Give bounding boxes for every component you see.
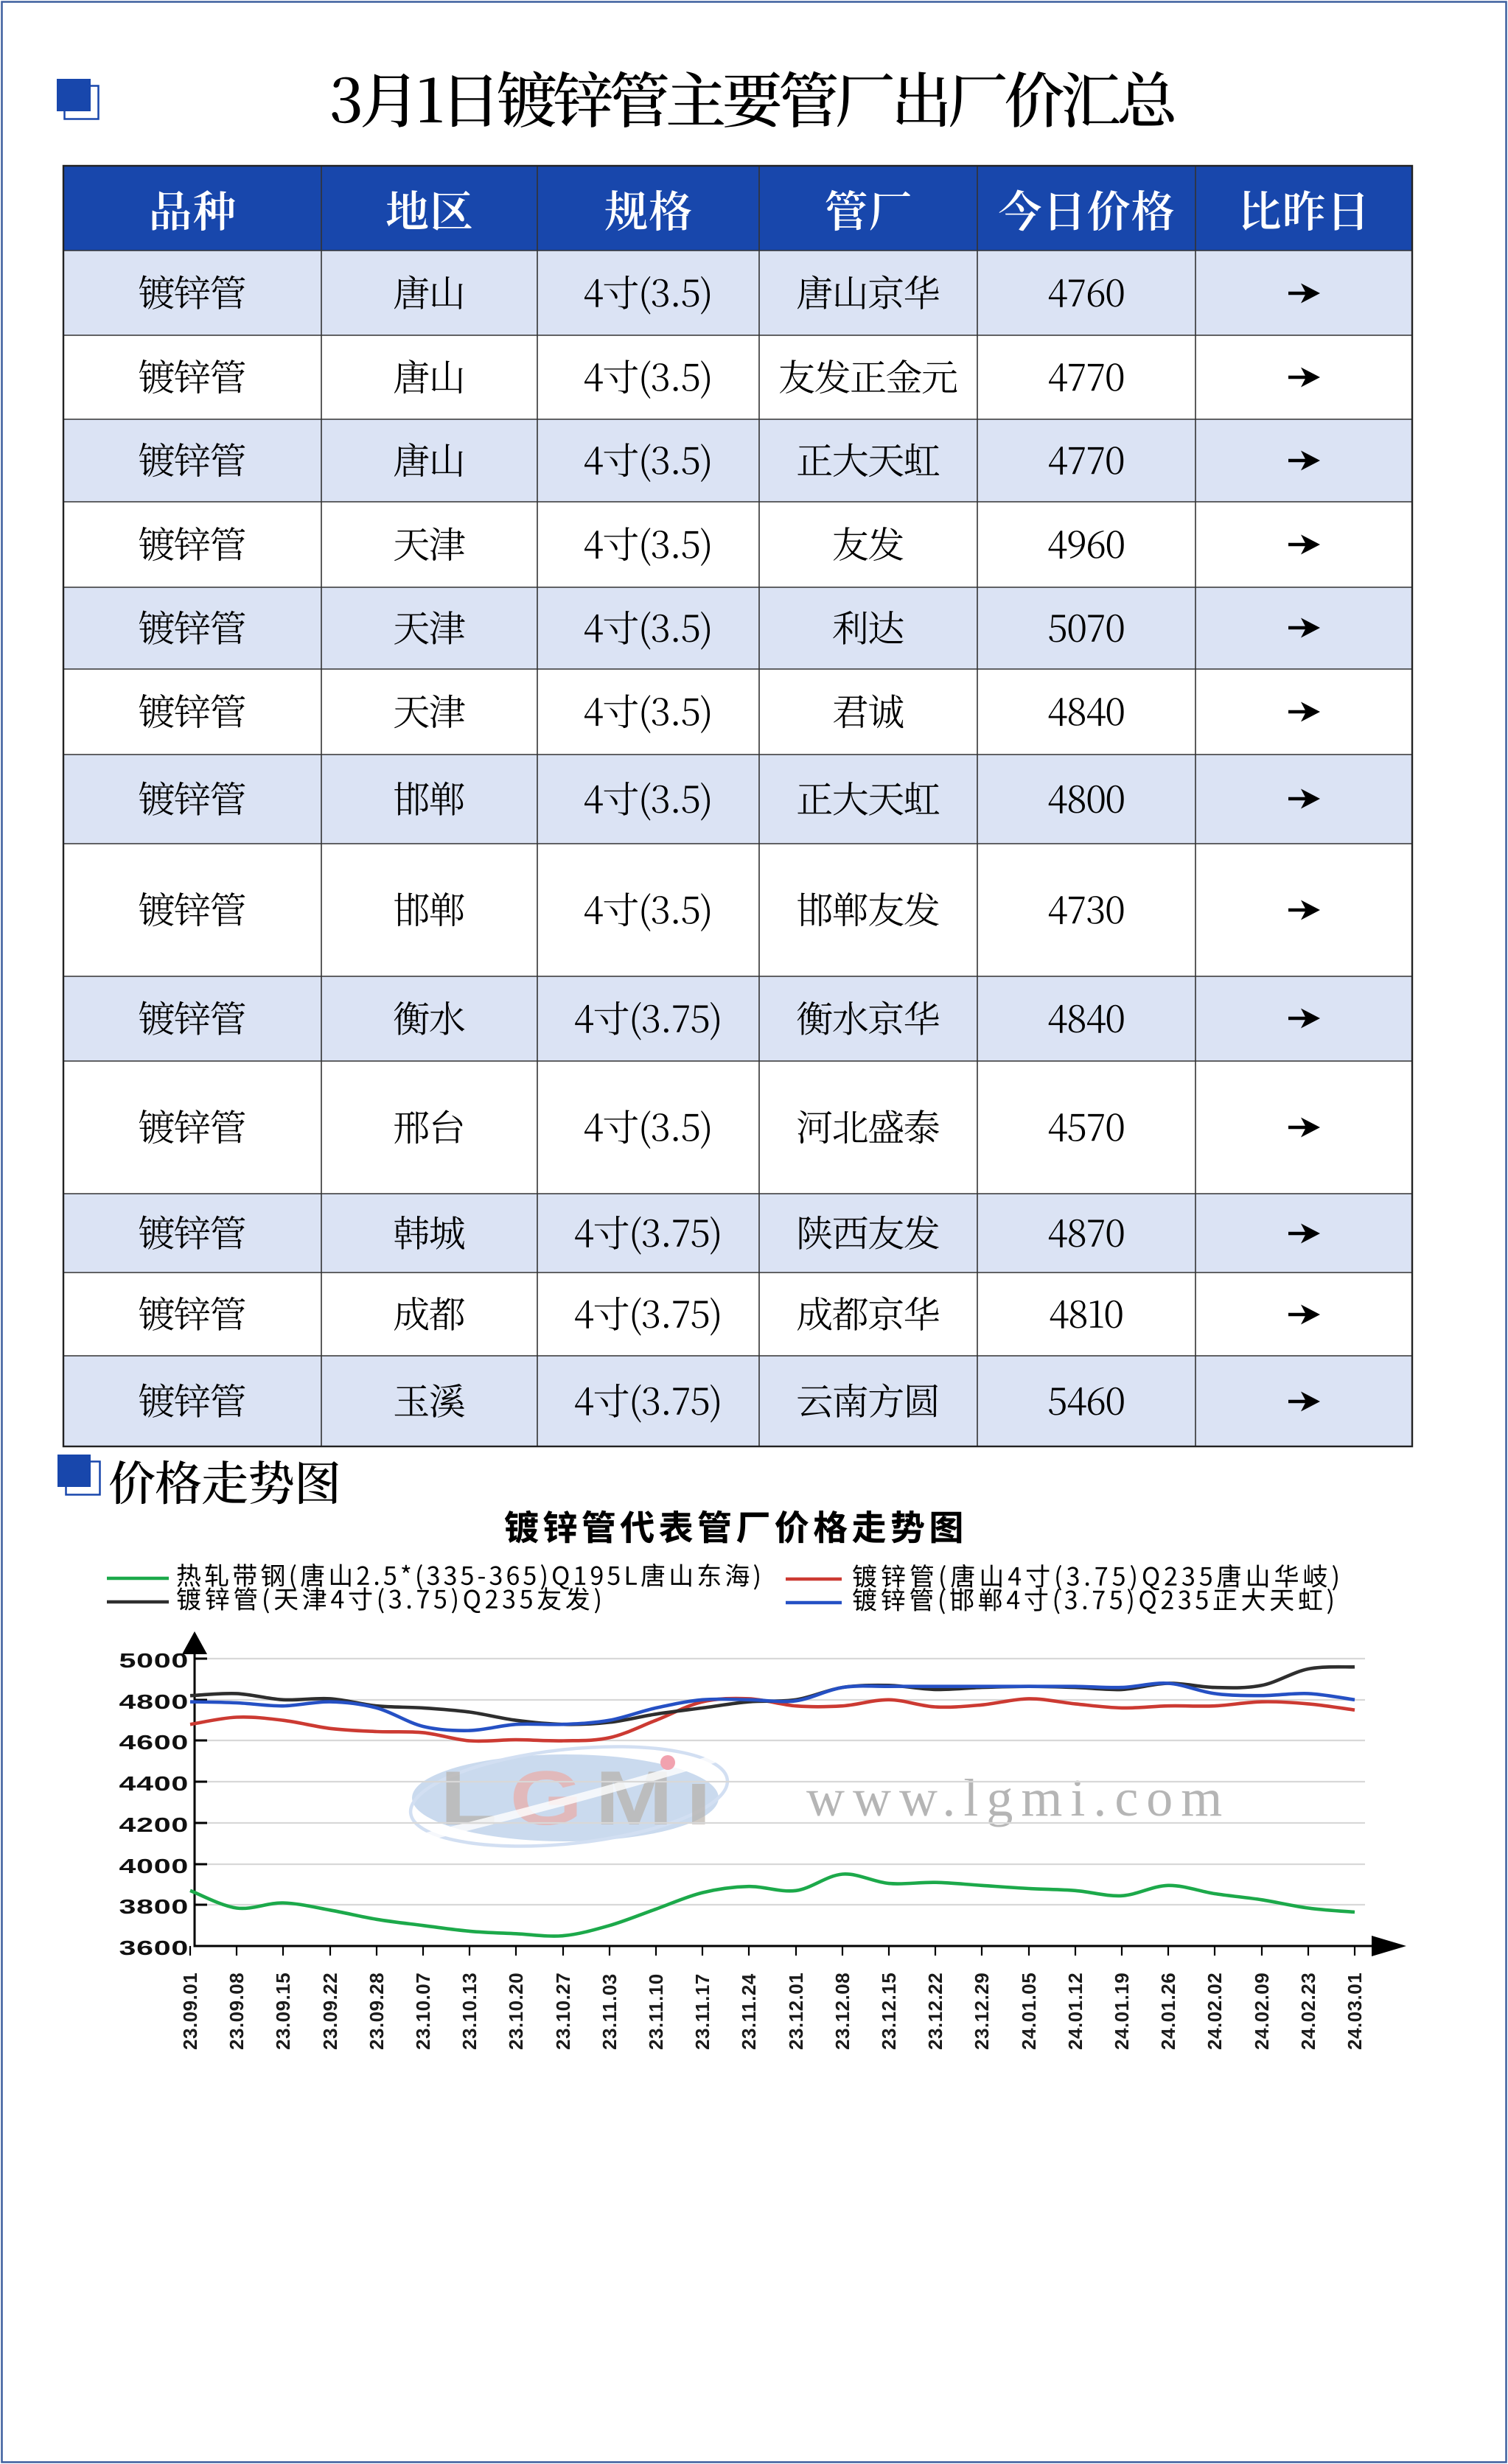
svg-text:3800: 3800 <box>119 1895 189 1918</box>
svg-text:4600: 4600 <box>119 1731 189 1754</box>
svg-text:3600: 3600 <box>119 1936 189 1959</box>
svg-text:24.01.26: 24.01.26 <box>1157 1973 1179 2050</box>
svg-text:24.01.19: 24.01.19 <box>1111 1973 1133 2050</box>
svg-text:24.02.02: 24.02.02 <box>1204 1973 1226 2050</box>
svg-text:24.03.01: 24.03.01 <box>1344 1973 1366 2050</box>
svg-text:24.02.23: 24.02.23 <box>1297 1973 1319 2050</box>
svg-text:24.02.09: 24.02.09 <box>1251 1973 1273 2050</box>
svg-text:23.09.15: 23.09.15 <box>272 1973 294 2050</box>
svg-text:23.12.22: 23.12.22 <box>924 1973 946 2050</box>
svg-text:23.10.07: 23.10.07 <box>412 1973 434 2050</box>
svg-text:23.09.22: 23.09.22 <box>319 1973 341 2050</box>
svg-text:23.11.10: 23.11.10 <box>645 1973 667 2050</box>
svg-text:23.12.08: 23.12.08 <box>831 1973 854 2050</box>
svg-text:23.10.20: 23.10.20 <box>505 1973 527 2050</box>
svg-text:23.09.08: 23.09.08 <box>226 1973 248 2050</box>
svg-text:23.11.24: 23.11.24 <box>738 1973 760 2050</box>
svg-text:4400: 4400 <box>119 1772 189 1795</box>
svg-text:23.09.28: 23.09.28 <box>366 1973 388 2050</box>
svg-text:24.01.12: 24.01.12 <box>1064 1973 1086 2050</box>
svg-text:24.01.05: 24.01.05 <box>1018 1973 1040 2050</box>
svg-text:23.11.17: 23.11.17 <box>691 1973 713 2050</box>
svg-text:23.12.15: 23.12.15 <box>878 1973 900 2050</box>
svg-text:4000: 4000 <box>119 1855 189 1877</box>
svg-text:5000: 5000 <box>119 1649 189 1672</box>
svg-text:23.12.01: 23.12.01 <box>785 1973 807 2050</box>
svg-text:23.10.27: 23.10.27 <box>552 1973 574 2050</box>
svg-text:23.12.29: 23.12.29 <box>971 1973 993 2050</box>
svg-text:4800: 4800 <box>119 1690 189 1713</box>
svg-text:23.11.03: 23.11.03 <box>598 1973 621 2050</box>
svg-text:www.lgmi.com: www.lgmi.com <box>806 1768 1230 1827</box>
svg-text:4200: 4200 <box>119 1813 189 1836</box>
svg-text:23.09.01: 23.09.01 <box>179 1973 201 2050</box>
svg-text:23.10.13: 23.10.13 <box>458 1973 481 2050</box>
